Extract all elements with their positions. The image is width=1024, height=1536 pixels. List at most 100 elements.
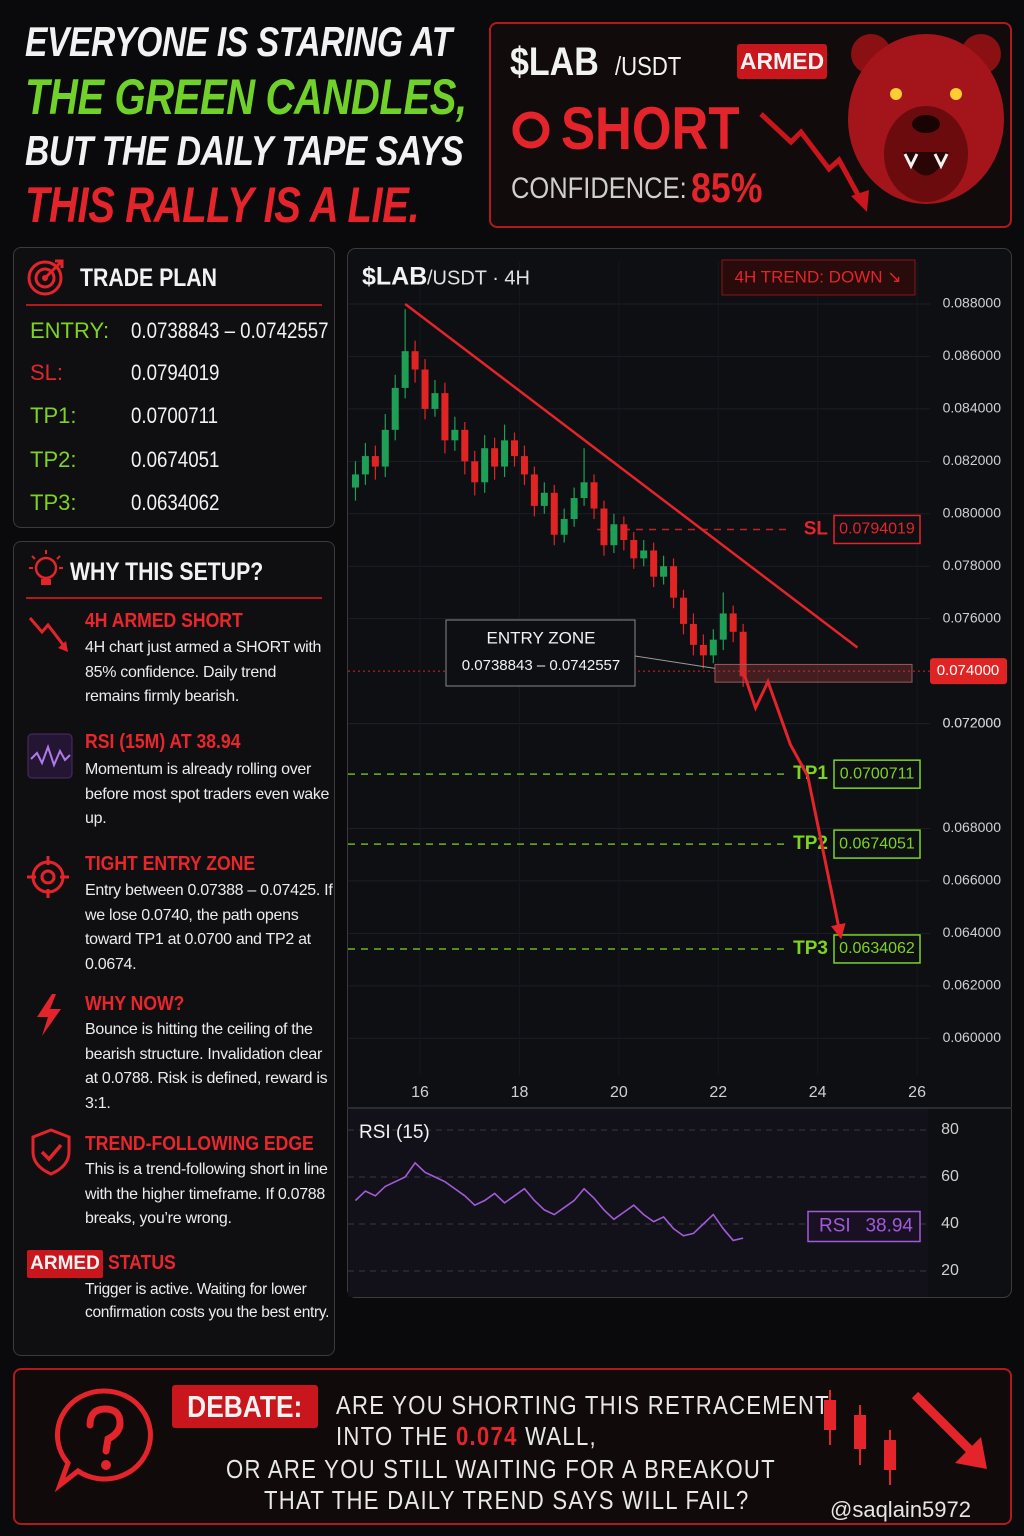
candle-body: [520, 456, 528, 475]
y-tick-label: 0.068000: [943, 819, 1002, 835]
candle-body: [570, 498, 578, 520]
direction: SHORT: [561, 94, 771, 163]
level-box: [833, 829, 921, 859]
plan-label: SL:: [30, 360, 64, 385]
crosshair-icon: [27, 856, 69, 898]
reason-title: WHY NOW?: [85, 993, 185, 1015]
watermark: @saqlain5972: [830, 1497, 971, 1522]
question-icon: [54, 1388, 153, 1493]
trend-badge-text: 4H TREND: DOWN ↘: [735, 267, 902, 286]
rsi-title: RSI (15): [359, 1122, 430, 1143]
level-value: 0.0700711: [840, 765, 915, 782]
level-box: [833, 759, 921, 789]
y-tick-label: 0.080000: [943, 504, 1002, 520]
confidence-value: 85%: [691, 164, 775, 212]
confidence-label-text: CONFIDENCE:: [511, 172, 687, 205]
shield-icon: [31, 1128, 71, 1176]
candle-body: [510, 440, 518, 457]
target-icon: [27, 259, 64, 296]
candle-body: [431, 393, 439, 409]
candle-body: [600, 508, 608, 546]
plan-value-text: 0.0634062: [131, 490, 220, 515]
reason-title: STATUS: [108, 1252, 176, 1274]
level-value: 0.0674051: [839, 835, 915, 852]
candle-body: [471, 461, 479, 483]
candle-body: [739, 631, 747, 677]
candle-body: [640, 550, 648, 559]
reason-body: Trigger is active. Waiting for lower con…: [85, 1281, 330, 1321]
debate-text: WALL,: [525, 1421, 597, 1451]
why-title-text: WHY THIS SETUP?: [70, 558, 264, 586]
plan-value-text: 0.0700711: [131, 403, 219, 428]
y-tick-label: 20: [941, 1262, 959, 1279]
bulb-icon: [29, 550, 63, 585]
plan-label: ENTRY:: [30, 318, 110, 343]
headline-line: BUT THE DAILY TAPE SAYS: [25, 127, 464, 174]
y-tick-label: 0.062000: [943, 977, 1002, 993]
why-panel: [13, 541, 335, 1356]
reason-body: Momentum is already rolling over before …: [85, 761, 330, 827]
debate-art: [824, 1390, 987, 1485]
x-tick-label: 24: [809, 1084, 827, 1101]
entry-connector: [634, 655, 716, 669]
candle-body: [441, 393, 449, 441]
y-tick-label: 0.060000: [943, 1029, 1002, 1045]
y-tick-label: 0.072000: [943, 714, 1002, 730]
plan-label: TP2:: [30, 447, 77, 472]
status-badge: ARMED: [27, 1250, 103, 1278]
x-tick-label: 22: [709, 1084, 727, 1101]
divider: [26, 304, 322, 306]
confidence-label: CONFIDENCE:: [511, 172, 718, 206]
level-value: 0.0634062: [839, 940, 915, 957]
reason-body: Entry between 0.07388 – 0.07425. If we l…: [85, 882, 333, 973]
pair-text: /USDT: [615, 51, 682, 81]
level-name: TP3: [793, 938, 828, 959]
y-tick-label: 0.076000: [943, 609, 1002, 625]
candle-body: [451, 429, 459, 441]
reason-title: 4H ARMED SHORT: [85, 610, 243, 632]
plan-value-text: 0.0738843 – 0.0742557: [131, 318, 329, 343]
level-box: [833, 514, 921, 545]
candle-body: [590, 482, 598, 509]
candle-body: [501, 440, 509, 467]
level-name: SL: [804, 518, 829, 539]
pair: /USDT: [615, 51, 693, 82]
candle-body: [580, 482, 588, 499]
rsi-pane: [348, 1109, 928, 1297]
y-tick-label: 60: [941, 1168, 959, 1185]
y-tick-label: 0.086000: [943, 347, 1002, 363]
plan-value-text: 0.0674051: [131, 447, 220, 472]
candle-body: [481, 448, 489, 483]
level-box: [833, 934, 921, 964]
reason-title: TIGHT ENTRY ZONE: [85, 853, 256, 875]
headline-line: THIS RALLY IS A LIE.: [25, 177, 420, 233]
x-tick-label: 26: [908, 1084, 926, 1101]
bolt-icon: [37, 994, 61, 1036]
trend-badge: [721, 259, 916, 296]
candle-body: [391, 387, 399, 430]
candle-body: [540, 492, 548, 506]
entry-label: ENTRY ZONE: [487, 628, 596, 647]
candle-body: [650, 550, 658, 577]
reason-body: This is a trend-following short in line …: [85, 1161, 328, 1227]
rsi-line: [354, 1161, 744, 1242]
candle-body: [729, 613, 737, 632]
debate-line: OR ARE YOU STILL WAITING FOR A BREAKOUT: [226, 1454, 776, 1484]
down-arrow: [759, 112, 866, 206]
y-tick-label: 0.082000: [943, 452, 1002, 468]
y-tick-label: 0.064000: [943, 924, 1002, 940]
candle-body: [620, 524, 628, 540]
trade-plan-title: TRADE PLAN: [80, 264, 241, 293]
confidence-value-text: 85%: [691, 164, 763, 211]
x-tick-label: 20: [610, 1084, 628, 1101]
rsi-box-label: RSI: [819, 1216, 851, 1237]
candle-body: [361, 456, 369, 475]
plan-value: 0.0700711: [131, 403, 233, 429]
candle-body: [610, 524, 618, 546]
arrow-head: [851, 190, 869, 212]
chart-panel: 0.088000 0.086000 0.084000 0.082000 0.080000…: [347, 248, 1012, 1298]
candle-body: [719, 613, 727, 640]
short-icon: [521, 127, 541, 133]
x-tick-label: 18: [511, 1084, 529, 1101]
candle-body: [371, 456, 379, 467]
